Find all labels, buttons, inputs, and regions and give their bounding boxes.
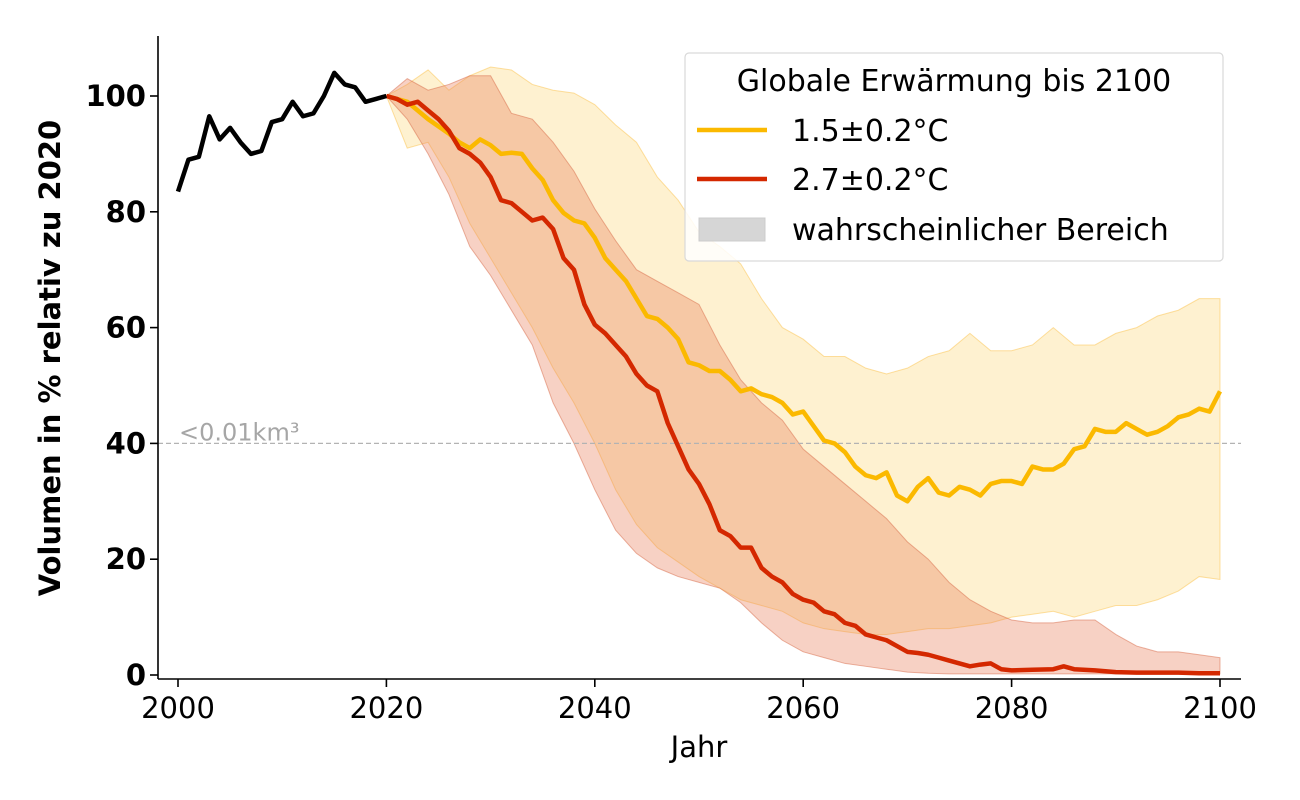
x-tick-label: 2020 [349, 691, 423, 725]
line-historical [175, 70, 388, 193]
y-tick-label: 60 [106, 311, 146, 345]
uncertainty-bands [385, 66, 1221, 675]
line-1-5 [385, 93, 1223, 504]
band-2-7 [385, 75, 1221, 675]
y-tick-label: 20 [106, 542, 146, 576]
x-axis-label: Jahr [669, 730, 728, 764]
legend-title: Globale Erwärmung bis 2100 [737, 64, 1171, 99]
legend-swatch-range [698, 217, 766, 242]
y-tick-label: 100 [85, 79, 146, 113]
y-axis-label: Volumen in % relativ zu 2020 [33, 120, 67, 596]
x-tick-label: 2040 [558, 691, 632, 725]
y-tick-label: 0 [126, 658, 146, 692]
line-2-7 [385, 93, 1220, 676]
y-ticks: 0 20 40 60 80 100 [85, 79, 158, 692]
series-lines [175, 70, 1223, 676]
x-tick-label: 2080 [975, 691, 1049, 725]
legend: Globale Erwärmung bis 2100 1.5±0.2°C 2.7… [684, 52, 1224, 262]
y-tick-label: 80 [106, 195, 146, 229]
x-tick-label: 2100 [1183, 691, 1257, 725]
legend-label-2-7: 2.7±0.2°C [792, 163, 949, 198]
x-ticks: 2000 2020 2040 2060 2080 2100 [141, 679, 1257, 725]
x-tick-label: 2000 [141, 691, 215, 725]
x-tick-label: 2060 [766, 691, 840, 725]
reference-line-label: <0.01km³ [179, 418, 299, 446]
legend-label-1-5: 1.5±0.2°C [792, 114, 949, 149]
legend-frame [684, 52, 1224, 262]
legend-label-range: wahrscheinlicher Bereich [792, 213, 1169, 248]
y-tick-label: 40 [106, 426, 146, 460]
reference-line-group: <0.01km³ [158, 418, 1241, 446]
